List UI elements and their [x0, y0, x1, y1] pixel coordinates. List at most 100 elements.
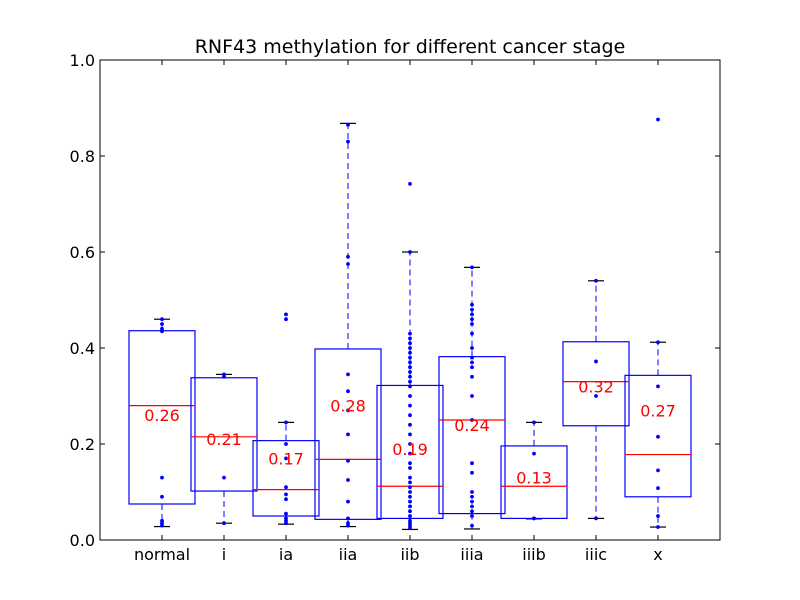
data-point — [408, 514, 412, 518]
data-point — [408, 451, 412, 456]
data-point — [284, 521, 288, 526]
mean-label: 0.24 — [454, 416, 490, 435]
data-point — [470, 302, 474, 307]
data-point — [408, 331, 412, 336]
data-point — [284, 420, 288, 425]
data-point — [470, 265, 474, 270]
data-point — [408, 341, 412, 346]
data-point — [408, 346, 412, 350]
y-tick-label: 0.6 — [70, 243, 95, 262]
data-point — [408, 499, 412, 504]
data-point — [346, 458, 350, 463]
data-point — [594, 394, 598, 398]
data-point — [470, 360, 474, 365]
data-point — [160, 494, 164, 499]
box-group-i: 0.21 — [190, 372, 258, 526]
mean-label: 0.19 — [392, 440, 428, 459]
box — [624, 374, 692, 498]
data-point — [656, 117, 660, 122]
x-tick-label: ia — [279, 545, 293, 564]
data-point — [470, 461, 474, 466]
data-point — [408, 336, 412, 341]
data-point — [346, 372, 350, 377]
data-point — [222, 475, 226, 480]
data-point — [284, 442, 288, 446]
data-point — [408, 413, 412, 418]
data-point — [408, 360, 412, 365]
data-point — [160, 317, 164, 322]
data-point — [656, 384, 660, 389]
data-point — [284, 317, 288, 322]
data-point — [346, 139, 350, 144]
box-group-iiia: 0.24 — [438, 265, 506, 530]
data-point — [656, 525, 660, 529]
data-point — [656, 486, 660, 491]
data-point — [408, 422, 412, 427]
y-tick-label: 1.0 — [70, 51, 95, 70]
data-point — [470, 322, 474, 326]
data-point — [346, 408, 350, 413]
x-tick-label: x — [653, 545, 662, 564]
data-point — [470, 312, 474, 317]
box-group-ia: 0.17 — [252, 312, 320, 526]
data-point — [594, 278, 598, 283]
data-point — [470, 394, 474, 398]
box-group-normal: 0.26 — [128, 317, 196, 528]
data-point — [284, 497, 288, 502]
data-point — [284, 456, 288, 461]
data-point — [470, 365, 474, 370]
data-point — [408, 490, 412, 494]
x-tick-label: iia — [339, 545, 358, 564]
data-point — [408, 394, 412, 398]
data-point — [408, 250, 412, 254]
axes: normal i ia iia iib iiia iiib iiic x0.00.20.40.6… — [70, 51, 720, 564]
data-point — [160, 322, 164, 326]
data-point — [346, 499, 350, 504]
x-tick-label: iib — [400, 545, 419, 564]
chart-title: RNF43 methylation for different cancer s… — [195, 36, 626, 58]
data-point — [470, 504, 474, 509]
data-point — [408, 475, 412, 480]
data-point — [284, 312, 288, 317]
mean-label: 0.27 — [640, 401, 676, 420]
data-point — [408, 181, 412, 186]
box-group-iia: 0.28 — [314, 122, 382, 528]
data-point — [532, 451, 536, 456]
data-point — [160, 475, 164, 480]
x-tick-label: normal — [134, 545, 190, 564]
data-point — [470, 514, 474, 518]
data-point — [408, 403, 412, 408]
plot-area: 0.26 0.21 0.17 0.28 0.19 0.24 0.13 0.32 0.27 — [128, 117, 692, 531]
data-point — [408, 466, 412, 470]
box-group-iib: 0.19 — [376, 181, 444, 531]
y-tick-label: 0.2 — [70, 435, 95, 454]
box-group-iiib: 0.13 — [500, 420, 568, 521]
data-point — [160, 329, 164, 334]
data-point — [346, 432, 350, 437]
box — [252, 440, 320, 517]
mean-label: 0.13 — [516, 469, 552, 488]
box-group-iiic: 0.32 — [562, 278, 630, 521]
data-point — [408, 432, 412, 437]
data-point — [532, 516, 536, 521]
data-point — [346, 389, 350, 394]
x-tick-label: iiia — [460, 545, 483, 564]
data-point — [408, 494, 412, 499]
data-point — [346, 478, 350, 482]
data-point — [470, 317, 474, 322]
data-point — [470, 331, 474, 336]
data-point — [470, 374, 474, 379]
y-tick-label: 0.8 — [70, 147, 95, 166]
data-point — [470, 355, 474, 360]
x-tick-label: iiib — [522, 545, 546, 564]
data-point — [408, 355, 412, 360]
data-point — [408, 480, 412, 485]
data-point — [284, 511, 288, 516]
data-point — [408, 526, 412, 530]
data-point — [346, 516, 350, 521]
mean-label: 0.32 — [578, 377, 614, 396]
data-point — [346, 254, 350, 259]
mean-label: 0.26 — [144, 406, 180, 425]
